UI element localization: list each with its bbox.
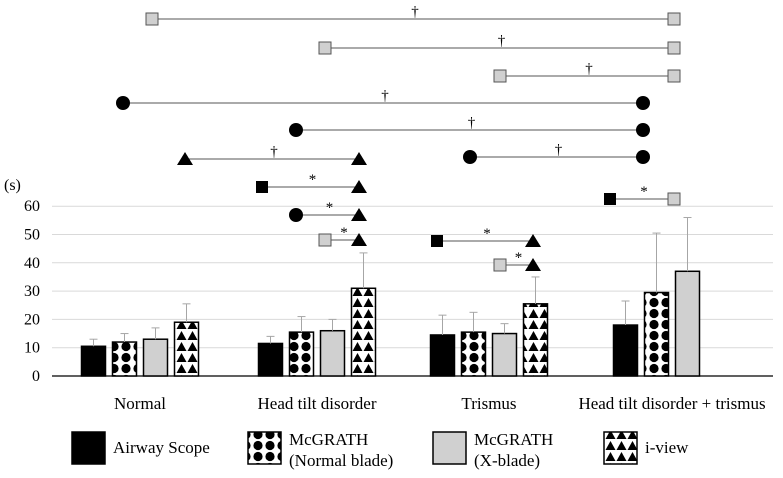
marker-square-black — [256, 181, 268, 193]
significance-mark: * — [340, 225, 348, 241]
legend-label: McGRATH (Normal blade) — [289, 430, 393, 470]
marker-circle — [636, 150, 650, 164]
marker-circle — [116, 96, 130, 110]
significance-mark: † — [270, 144, 278, 160]
y-tick-label: 60 — [24, 198, 40, 215]
category-label: Head tilt disorder + trismus — [578, 394, 765, 413]
legend-label: Airway Scope — [113, 438, 210, 457]
legend-swatch — [432, 431, 467, 465]
marker-triangle — [351, 152, 367, 165]
y-tick-label: 30 — [24, 283, 40, 300]
bar — [460, 331, 487, 377]
marker-square-gray — [667, 41, 681, 55]
legend-swatch — [247, 431, 282, 465]
marker-circle — [289, 123, 303, 137]
legend-label-line: (Normal blade) — [289, 451, 393, 470]
significance-annotations: † † † † † † † * * * * * * — [116, 4, 681, 272]
legend-swatch — [603, 431, 638, 465]
marker-square-gray — [667, 12, 681, 26]
marker-circle — [636, 123, 650, 137]
significance-mark: * — [515, 250, 523, 266]
legend-label-line: (X-blade) — [474, 451, 540, 470]
legend: Airway Scope McGRATH (Normal blade)McGRATH… — [71, 430, 689, 470]
significance-mark: † — [381, 88, 389, 104]
bars — [80, 270, 701, 377]
significance-mark: * — [640, 184, 648, 200]
category-labels: Normal Head tilt disorder Trismus Head tilt… — [114, 394, 766, 413]
marker-square-gray — [667, 192, 681, 206]
y-axis: 0 10 20 30 40 50 60(s) — [4, 177, 40, 385]
marker-triangle — [351, 208, 367, 221]
bar — [142, 338, 169, 377]
significance-mark: † — [585, 61, 593, 77]
significance-mark: † — [498, 33, 506, 49]
marker-square-gray — [667, 69, 681, 83]
y-tick-label: 10 — [24, 340, 40, 357]
category-label: Head tilt disorder — [258, 394, 377, 413]
category-label: Normal — [114, 394, 166, 413]
bar — [288, 331, 315, 377]
bar — [80, 345, 107, 377]
significance-mark: † — [411, 4, 419, 20]
bar — [522, 303, 549, 377]
bar — [111, 341, 138, 377]
significance-mark: * — [483, 226, 491, 242]
marker-triangle — [351, 233, 367, 246]
legend-label-line: Airway Scope — [113, 438, 210, 457]
marker-triangle — [525, 258, 541, 271]
y-tick-label: 50 — [24, 227, 40, 244]
significance-mark: * — [309, 172, 317, 188]
significance-mark: † — [468, 115, 476, 131]
significance-mark: * — [326, 200, 334, 216]
y-tick-label: 20 — [24, 311, 40, 328]
significance-mark: † — [555, 142, 563, 158]
bar — [643, 291, 670, 377]
bar — [491, 332, 518, 377]
bar — [612, 324, 639, 377]
bar — [429, 334, 456, 377]
bar — [173, 321, 200, 377]
legend-label: i-view — [645, 438, 689, 457]
marker-square-gray — [318, 233, 332, 247]
y-tick-label: 0 — [32, 368, 40, 385]
marker-triangle — [177, 152, 193, 165]
legend-label-line: i-view — [645, 438, 689, 457]
marker-triangle — [351, 180, 367, 193]
bar — [350, 287, 377, 377]
marker-square-gray — [318, 41, 332, 55]
y-tick-label: 40 — [24, 255, 40, 272]
marker-circle — [289, 208, 303, 222]
marker-square-black — [431, 235, 443, 247]
marker-circle — [636, 96, 650, 110]
marker-square-gray — [493, 69, 507, 83]
marker-square-gray — [493, 258, 507, 272]
bar — [319, 329, 346, 377]
legend-label-line: McGRATH — [474, 430, 553, 449]
error-bars — [89, 217, 692, 347]
marker-triangle — [525, 234, 541, 247]
legend-swatch — [71, 431, 106, 465]
legend-label: McGRATH (X-blade) — [474, 430, 553, 470]
bar — [674, 270, 701, 377]
marker-square-gray — [145, 12, 159, 26]
legend-label-line: McGRATH — [289, 430, 368, 449]
bar — [257, 342, 284, 377]
marker-circle — [463, 150, 477, 164]
y-axis-unit-label: (s) — [4, 177, 21, 194]
marker-square-black — [604, 193, 616, 205]
category-label: Trismus — [461, 394, 516, 413]
